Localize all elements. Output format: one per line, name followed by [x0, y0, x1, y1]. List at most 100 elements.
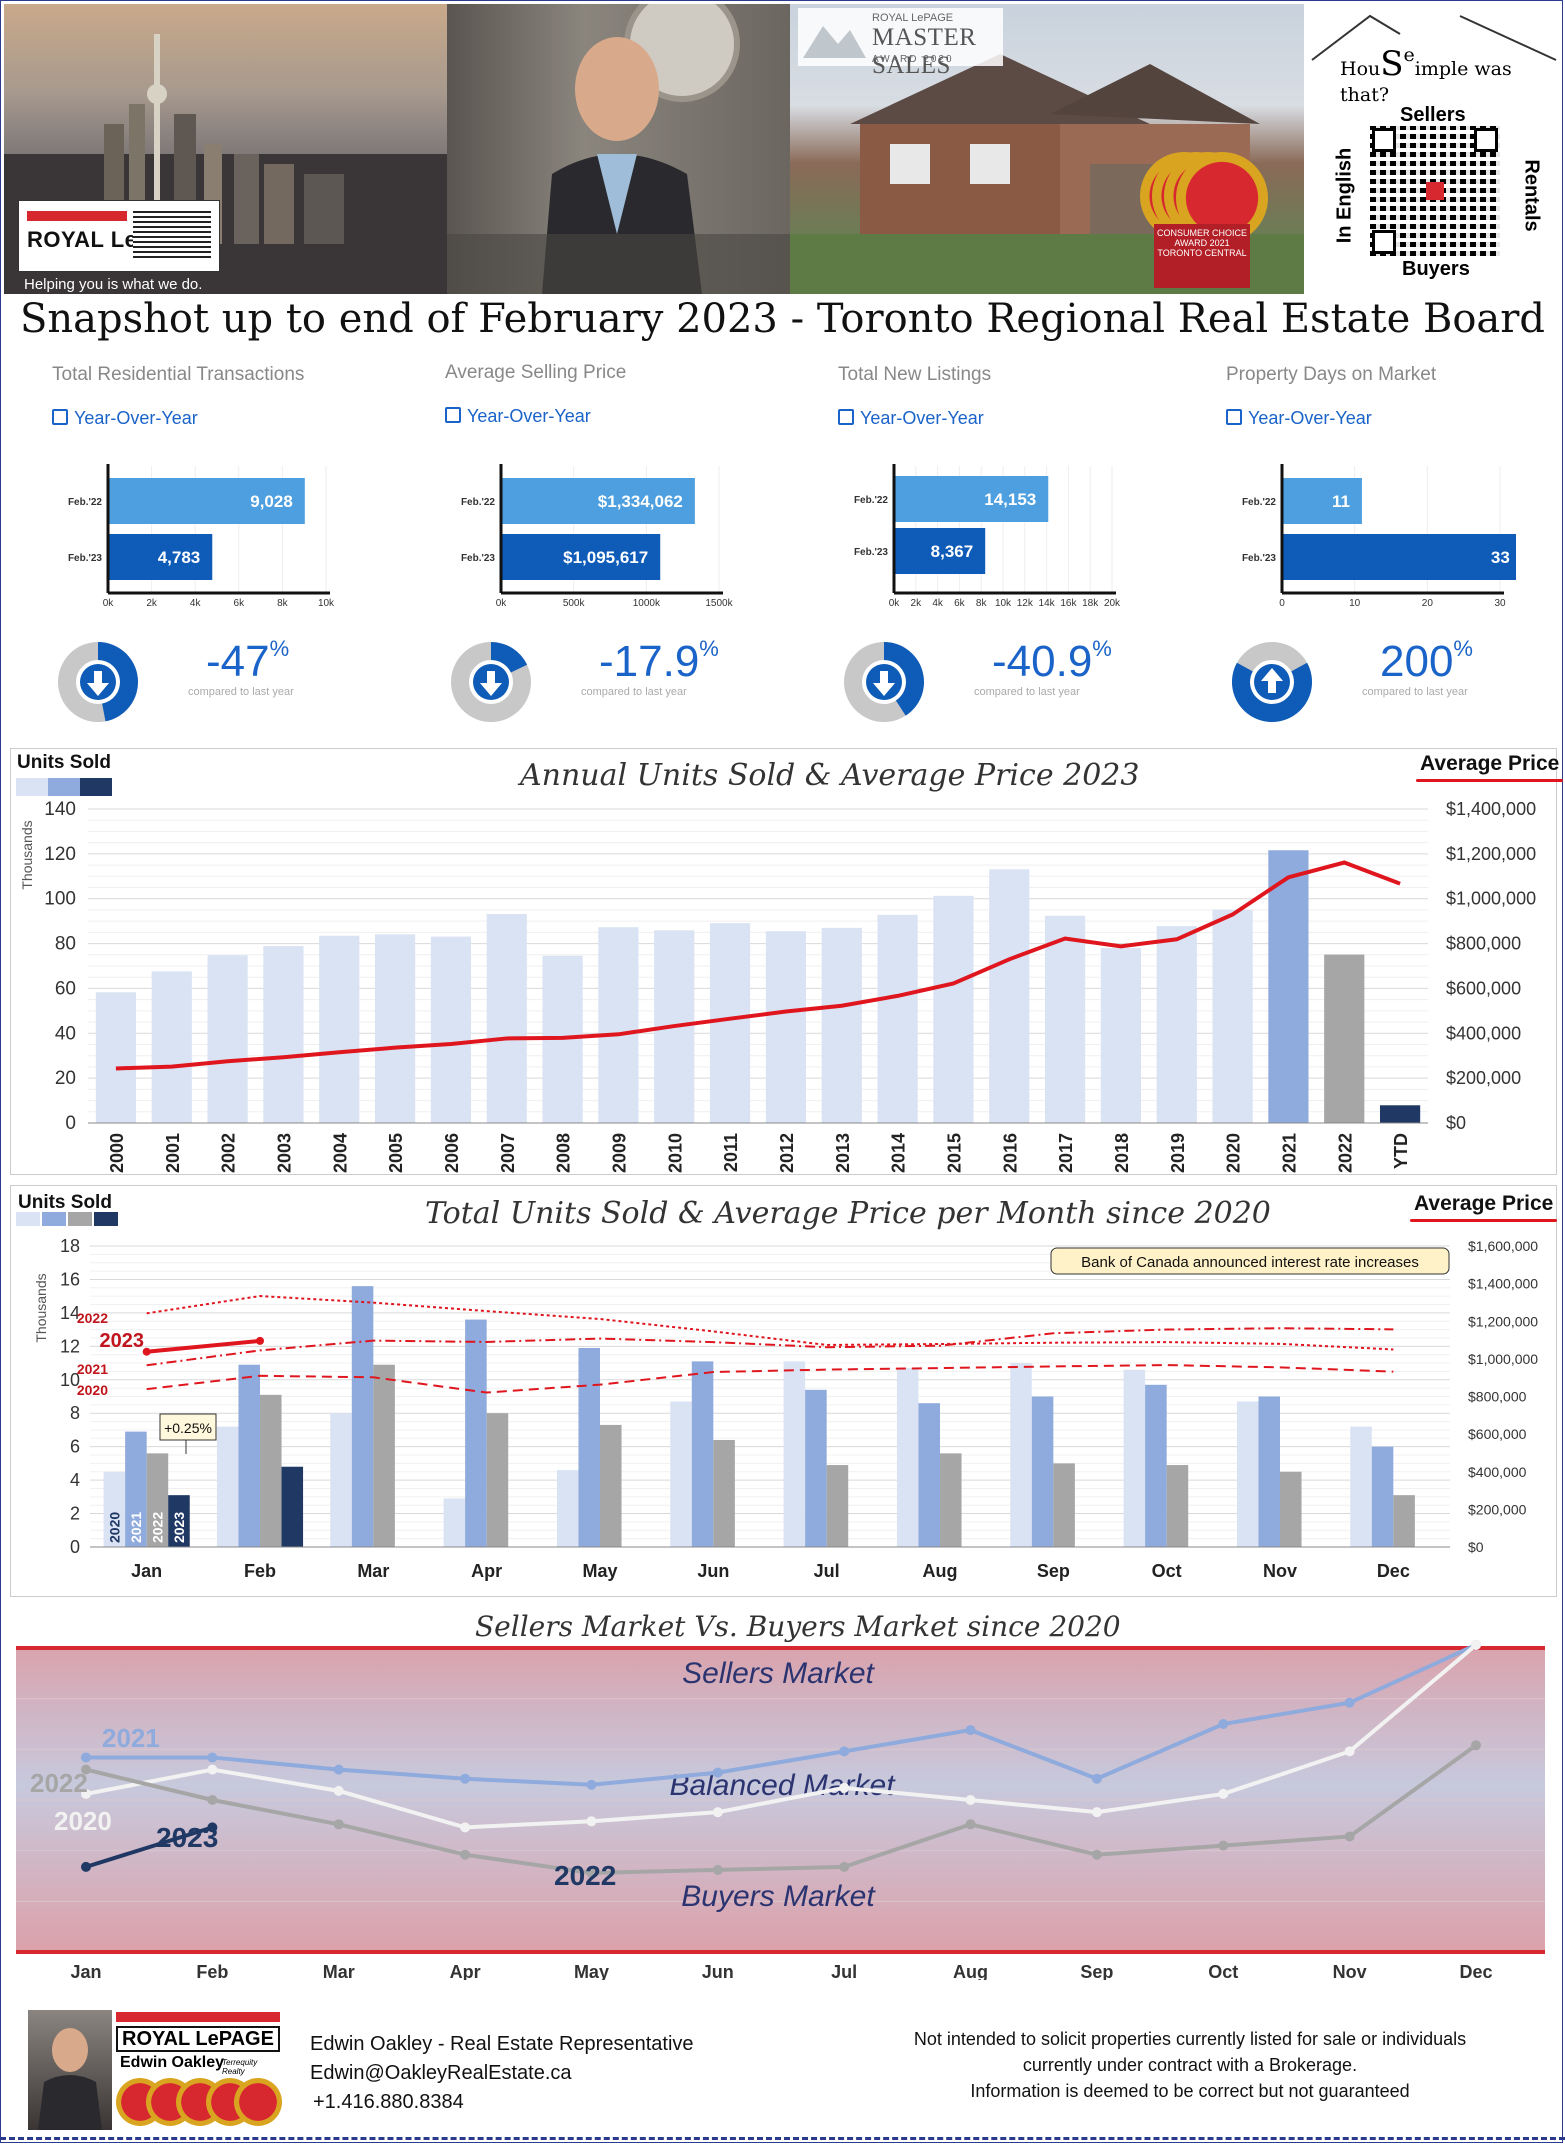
x-tick-label: Jul [814, 1561, 840, 1581]
royal-lepage-logo: ROYAL LePAGE [18, 200, 220, 272]
x-tick-label: 4k [190, 598, 202, 609]
market-line-2023 [85, 1825, 213, 1869]
x-tick-label: Aug [923, 1561, 958, 1581]
annual-chart-title: Annual Units Sold & Average Price 2023 [520, 758, 1140, 793]
period-selector[interactable]: Year-Over-Year [1226, 408, 1372, 429]
market-point [1344, 1746, 1355, 1757]
x-tick-label: 18k [1082, 598, 1099, 609]
market-point [839, 1861, 850, 1872]
bar-value-label: 8,367 [931, 542, 974, 561]
market-point [839, 1746, 850, 1757]
bar-2022 [1166, 1465, 1189, 1547]
bar-2022 [260, 1394, 282, 1547]
stat-title: Average Selling Price [445, 362, 627, 383]
market-point [1218, 1840, 1229, 1851]
market-point [207, 1822, 218, 1833]
x-tick-label: 16k [1060, 598, 1077, 609]
calendar-icon [838, 409, 854, 425]
compare-note: compared to last year [974, 686, 1080, 698]
stat-bar-chart: 0k 2k 4k 6k 8k 10k Feb.'22 9,028 Feb.'23 4,783 [68, 464, 335, 609]
y-tick-label: 14 [60, 1303, 80, 1323]
stat-bar [894, 476, 1049, 522]
stat-title: Total Residential Transactions [52, 364, 305, 385]
period-selector[interactable]: Year-Over-Year [52, 408, 198, 429]
line-label: 2020 [77, 1382, 108, 1398]
x-tick-label: May [574, 1962, 609, 1980]
bar-2020 [1123, 1369, 1146, 1547]
legend-swatch-2022 [68, 1212, 92, 1226]
y-tick-label: 120 [44, 844, 76, 865]
agent-phone[interactable]: +1.416.880.8384 [313, 2091, 464, 2113]
y-category-label: Feb.'23 [68, 553, 102, 564]
market-point [586, 1867, 597, 1878]
change-percent: -17.9% [599, 636, 719, 686]
qr-code-panel[interactable]: HouSeimple was that? Sellers Buyers In E… [1310, 4, 1558, 294]
qr-buyers-label: Buyers [1402, 258, 1470, 280]
market-point [586, 1779, 597, 1790]
market-point [81, 1752, 91, 1763]
x-tick-label: 2000 [107, 1133, 127, 1173]
bar-value-label: 4,783 [158, 548, 201, 567]
x-tick-label: 2014 [889, 1133, 909, 1173]
series-label-2020: 2020 [54, 1806, 112, 1836]
bar-2020 [670, 1401, 692, 1547]
market-point [1344, 1831, 1355, 1842]
agent-email[interactable]: Edwin@OakleyRealEstate.ca [310, 2062, 572, 2084]
x-tick-label: May [582, 1561, 617, 1581]
bar [486, 913, 527, 1123]
price-line-2020 [146, 1364, 1394, 1394]
qr-code[interactable] [1370, 126, 1500, 256]
price-line-2023 [146, 1338, 261, 1354]
bar-2021 [351, 1286, 374, 1547]
x-tick-label: 2002 [219, 1133, 239, 1173]
x-tick-label: 2016 [1000, 1133, 1020, 1173]
legend-swatch-2021 [42, 1212, 66, 1226]
bottom-divider [0, 2137, 1565, 2140]
y2-tick-label: $0 [1446, 1113, 1466, 1133]
series-label-2022: 2022 [554, 1860, 616, 1891]
bar [319, 935, 360, 1123]
line-label: 2021 [77, 1361, 108, 1377]
x-tick-label: Apr [471, 1561, 502, 1581]
donut-segment [98, 642, 139, 722]
x-tick-label: 8k [277, 598, 289, 609]
bar-2022 [373, 1364, 395, 1547]
bar [765, 931, 807, 1123]
market-point [712, 1864, 723, 1875]
market-point [81, 1861, 91, 1872]
bar-2020 [103, 1471, 126, 1547]
x-tick-label: Aug [953, 1962, 988, 1980]
x-tick-label: 0 [1279, 598, 1285, 609]
period-selector[interactable]: Year-Over-Year [838, 408, 984, 429]
market-point [81, 1764, 91, 1775]
bar [207, 955, 248, 1123]
x-tick-label: Mar [323, 1962, 355, 1980]
market-point [333, 1764, 344, 1775]
y-tick-label: 4 [70, 1470, 80, 1490]
change-percent: 200% [1380, 636, 1473, 686]
house-photo: ROYAL LePAGE MASTER SALES AWARD 2020 CON… [790, 4, 1304, 294]
x-tick-label: 2017 [1056, 1133, 1076, 1173]
x-tick-label: Dec [1377, 1561, 1410, 1581]
market-line-2020 [85, 1643, 1478, 1830]
market-point [460, 1822, 471, 1833]
bar [1212, 909, 1253, 1123]
bar [989, 869, 1030, 1123]
bar-2020 [896, 1368, 919, 1547]
stat-bar-chart: 0 10 20 30 Feb.'22 11 Feb.'23 33 [1242, 464, 1516, 609]
price-line-2021 [146, 1327, 1394, 1367]
x-tick-label: 2010 [665, 1133, 685, 1173]
period-selector[interactable]: Year-Over-Year [445, 406, 591, 427]
x-tick-label: Jan [70, 1962, 101, 1980]
y-tick-label: 0 [65, 1113, 76, 1134]
bar-year-label: 2023 [171, 1512, 187, 1543]
qr-sellers-label: Sellers [1400, 104, 1466, 126]
y-tick-label: 6 [70, 1437, 80, 1457]
donut-segment [1232, 662, 1312, 722]
line-label: 2023 [100, 1330, 145, 1352]
market-line-2022 [85, 1743, 1478, 1875]
y2-tick-label: $1,400,000 [1446, 799, 1536, 819]
stat-bar-chart: 0k 2k 4k 6k 8k 10k 12k 14k 16k 18k 20k Feb.'22 14,15… [854, 464, 1121, 609]
stat-bar [894, 528, 986, 574]
market-point [1091, 1807, 1102, 1818]
